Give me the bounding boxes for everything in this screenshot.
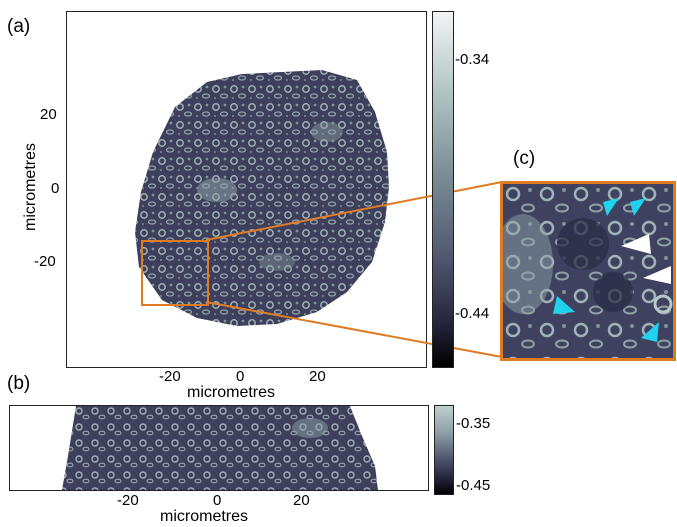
panel-a-xtick: -20 (159, 368, 181, 385)
cyan-arrowhead-icon (641, 322, 659, 342)
panel-a-image-frame (66, 11, 427, 368)
panel-a-colorbar-tick: -0.34 (455, 51, 490, 68)
panel-a-colorbar (432, 11, 454, 368)
panel-b-colorbar (434, 405, 454, 495)
panel-b-tissue-image (62, 406, 378, 490)
panel-b-label: (b) (7, 373, 31, 394)
panel-a-xtick: 20 (309, 368, 326, 385)
panel-c-zoom-frame (500, 181, 676, 361)
panel-a-xtick: 0 (236, 368, 245, 385)
panel-a-ytick: 0 (51, 180, 60, 197)
panel-a-zoom-box (141, 240, 209, 306)
panel-b-xtick: -20 (117, 492, 139, 509)
panel-a-label: (a) (7, 16, 31, 37)
cyan-arrowhead-icon (603, 198, 619, 216)
cyan-arrowhead-icon (630, 198, 646, 216)
panel-b-xlabel: micrometres (160, 508, 249, 525)
white-arrowhead-icon (621, 234, 651, 254)
panel-b-image-frame (9, 405, 429, 491)
white-arrowhead-icon (643, 266, 671, 284)
panel-a-ylabel: micrometres (22, 142, 40, 232)
panel-a-xlabel: micrometres (187, 384, 276, 401)
panel-a-tissue-image (135, 70, 389, 326)
panel-b-colorbar-tick: -0.35 (456, 415, 491, 432)
panel-a-colorbar-tick: -0.44 (455, 305, 490, 322)
panel-b-xtick: 0 (213, 492, 222, 509)
cyan-arrowhead-icon (553, 296, 575, 314)
panel-a-ytick: 20 (40, 106, 57, 123)
panel-b-colorbar-tick: -0.45 (456, 477, 491, 494)
panel-c-arrows (553, 198, 671, 342)
panel-a-ytick: -20 (34, 253, 56, 270)
panel-c-zoom-image (503, 184, 673, 358)
panel-b-xtick: 20 (293, 492, 310, 509)
panel-c-label: (c) (513, 148, 536, 169)
